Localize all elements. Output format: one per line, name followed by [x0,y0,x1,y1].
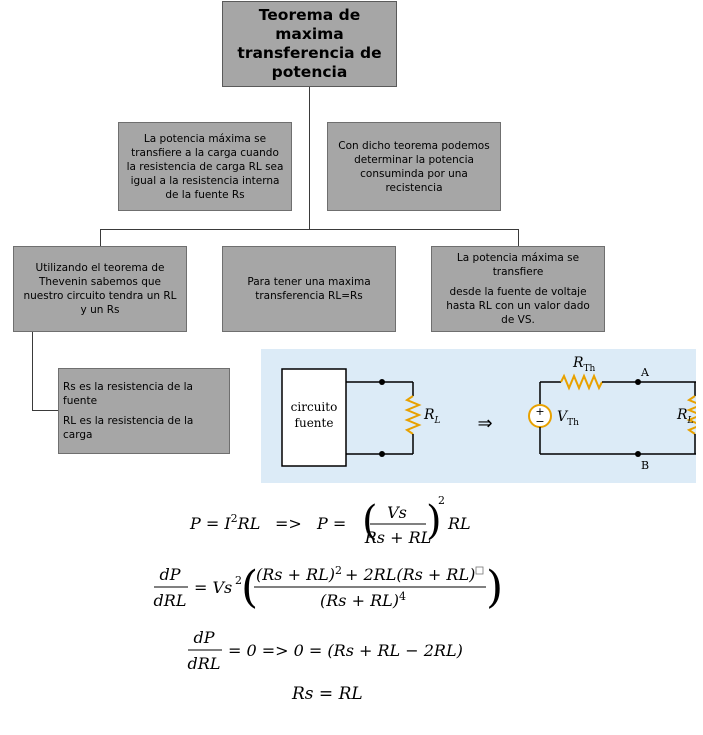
eq1-left: P = I2RL [189,512,260,533]
eq1-square: 2 [438,494,445,507]
connector-right-down [518,229,519,247]
source-label-2: fuente [295,416,334,430]
eq2-dp: dP [159,565,180,584]
placeholder-box-icon [475,566,484,575]
source-block [281,368,347,467]
rth-label: RTh [572,355,596,374]
connector-left-branch-down [32,332,33,411]
connector-title-down [309,87,310,230]
eq4-text: Rs = RL [292,684,363,704]
load-resistor-icon [404,395,422,435]
eq3-dp: dP [193,628,214,647]
equation-derivative-svg: dP dRL = Vs 2 ( (Rs + RL)2 + 2RL(Rs + RL)… [154,562,504,613]
eq1-numerator: Vs [387,503,407,522]
connector-horizontal-bar [100,229,519,230]
box-theorem-purpose: Con dicho teorema podemos determinar la … [327,122,501,211]
equation-zero: dP dRL = 0 => 0 = (Rs + RL − 2RL) [180,625,480,675]
box-max-transfer-rl-rs: Para tener una maxima transferencia RL=R… [222,246,396,332]
equivalence-arrow-icon: ⇒ [477,413,492,434]
vth-label: VTh [557,409,579,428]
circuit-svg: circuito fuente RL ⇒ + − RTh VTh A B RL [281,355,696,472]
node-a-label: A [640,366,650,379]
source-plus: + [535,405,544,418]
eq3-tail: = 0 => 0 = (Rs + RL − 2RL) [228,641,463,660]
eq2-drl: dRL [154,591,187,610]
box-text: desde la fuente de voltaje hasta RL con … [446,286,590,326]
equation-power-svg: P = I2RL => P = ( Vs Rs + RL ) 2 RL [189,494,471,547]
box-max-power-condition: La potencia máxima se transfiere a la ca… [118,122,292,211]
box-text: La potencia máxima se transfiere [456,252,580,278]
eq2-numerator: (Rs + RL)2 + 2RL(Rs + RL) [256,564,475,584]
box-thevenin: Utilizando el teorema de Thevenin sabemo… [13,246,187,332]
box-text: Para tener una maxima transferencia RL=R… [247,276,371,302]
eq1-p: P = [316,514,346,533]
node-b-dot [635,451,641,457]
terminal-dot-bottom [379,451,385,457]
node-b-label: B [641,459,649,472]
eq1-tail: RL [447,514,471,533]
eq1-paren-close: ) [426,498,442,544]
source-label-1: circuito [291,400,338,414]
box-text: La potencia máxima se transfiere a la ca… [126,132,284,201]
th-load-label: RL [676,407,694,426]
terminal-dot-top [379,379,385,385]
node-a-dot [635,379,641,385]
box-rs-rl-definitions: Rs es la resistencia de la fuente RL es … [58,368,230,454]
title-box: Teorema de maxima transferencia de poten… [222,1,397,87]
eq2-denominator: (Rs + RL)4 [320,590,406,610]
connector-left-down [100,229,101,247]
eq2-square: 2 [235,574,242,587]
source-minus: − [535,415,544,428]
load-label: RL [423,407,441,426]
equation-derivative: dP dRL = Vs 2 ( (Rs + RL)2 + 2RL(Rs + RL)… [148,560,508,620]
box-text: Rs es la resistencia de la fuente [63,381,193,407]
rth-resistor-icon [560,373,603,391]
box-text: Utilizando el teorema de Thevenin sabemo… [23,262,177,316]
eq2-eq: = Vs [194,578,232,597]
box-power-transfer-source: La potencia máxima se transfiere desde l… [431,246,605,332]
eq1-paren-open: ( [362,498,378,544]
equation-zero-svg: dP dRL = 0 => 0 = (Rs + RL − 2RL) [188,628,463,673]
eq2-paren-open: ( [241,562,258,613]
box-text: Con dicho teorema podemos determinar la … [338,139,490,194]
box-text: RL es la resistencia de la carga [63,415,194,441]
page-title: Teorema de maxima transferencia de poten… [237,6,382,81]
th-load-resistor-icon [686,395,696,435]
equation-result: Rs = RL [292,684,412,708]
circuit-diagram: circuito fuente RL ⇒ + − RTh VTh A B RL [261,349,696,483]
equation-power: P = I2RL => P = ( Vs Rs + RL ) 2 RL [180,492,480,552]
eq1-denominator: Rs + RL [364,528,432,547]
connector-left-branch-right [32,410,58,411]
eq3-drl: dRL [188,654,221,673]
eq1-arrow: => [275,514,302,533]
eq2-paren-close: ) [486,562,503,613]
